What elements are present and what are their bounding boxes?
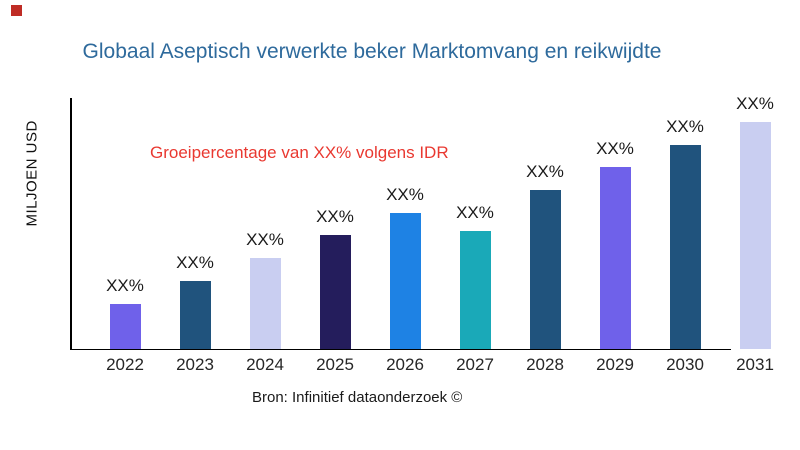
bar-value-label-2028: XX% bbox=[526, 162, 564, 181]
growth-rate-annotation: Groeipercentage van XX% volgens IDR bbox=[150, 143, 449, 162]
x-tick-label-2022: 2022 bbox=[106, 355, 144, 374]
bar-value-label-2022: XX% bbox=[106, 276, 144, 295]
bar-value-label-2029: XX% bbox=[596, 139, 634, 158]
x-tick-label-2030: 2030 bbox=[666, 355, 704, 374]
bar-2023 bbox=[179, 281, 211, 349]
x-tick-label-2027: 2027 bbox=[456, 355, 494, 374]
bar-2024 bbox=[249, 258, 281, 349]
y-axis-label: MILJOEN USD bbox=[23, 120, 41, 227]
bar-value-label-2026: XX% bbox=[386, 185, 424, 204]
bar-2030 bbox=[669, 145, 701, 349]
bar-value-label-2025: XX% bbox=[316, 207, 354, 226]
chart-title: Globaal Aseptisch verwerkte beker Markto… bbox=[82, 40, 662, 63]
x-tick-label-2028: 2028 bbox=[526, 355, 564, 374]
bar-2029 bbox=[599, 167, 631, 349]
bar-value-label-2030: XX% bbox=[666, 117, 704, 136]
x-tick-label-2029: 2029 bbox=[596, 355, 634, 374]
x-axis-line bbox=[70, 348, 731, 350]
x-tick-label-2023: 2023 bbox=[176, 355, 214, 374]
y-axis-line bbox=[70, 98, 72, 350]
x-tick-label-2031: 2031 bbox=[736, 355, 774, 374]
bar-2026 bbox=[389, 213, 421, 349]
x-tick-label-2024: 2024 bbox=[246, 355, 284, 374]
x-tick-label-2025: 2025 bbox=[316, 355, 354, 374]
bar-value-label-2031: XX% bbox=[736, 94, 774, 113]
bar-2028 bbox=[529, 190, 561, 349]
bar-2025 bbox=[319, 235, 351, 349]
source-attribution: Bron: Infinitief dataonderzoek © bbox=[252, 389, 463, 406]
bar-2027 bbox=[459, 231, 491, 349]
bar-value-label-2024: XX% bbox=[246, 230, 284, 249]
bar-value-label-2027: XX% bbox=[456, 203, 494, 222]
red-square-marker bbox=[11, 5, 22, 16]
bar-value-label-2023: XX% bbox=[176, 253, 214, 272]
bar-2031 bbox=[739, 122, 771, 349]
bar-2022 bbox=[109, 304, 141, 349]
x-tick-label-2026: 2026 bbox=[386, 355, 424, 374]
